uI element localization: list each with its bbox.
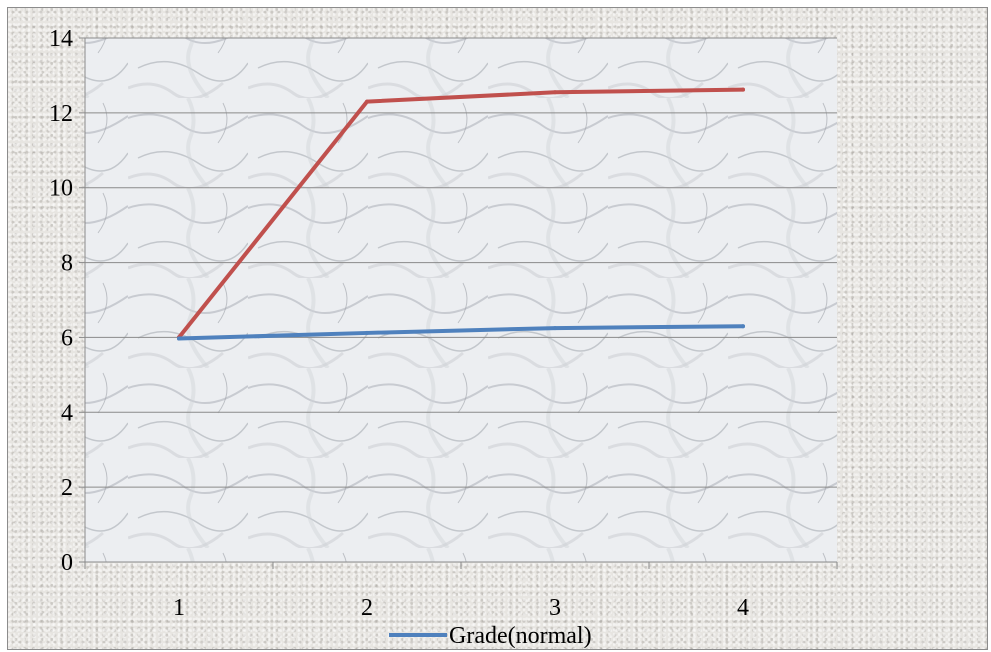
y-tick-label-12: 12	[49, 101, 73, 127]
data-point-s2-1	[177, 336, 181, 341]
y-tick-label-6: 6	[61, 325, 73, 351]
legend-label: Grade(normal)	[449, 623, 592, 649]
series-line-2	[177, 324, 745, 341]
x-tick-label-3: 3	[549, 595, 561, 621]
data-point-s2-3	[553, 326, 557, 331]
x-tick-label-1: 1	[173, 595, 185, 621]
y-tick-label-14: 14	[49, 26, 73, 52]
x-tick-label-2: 2	[361, 595, 373, 621]
data-point-s1-2	[365, 99, 369, 104]
data-point-s1-3	[553, 90, 557, 95]
y-tick-label-10: 10	[49, 176, 73, 202]
y-tick-label-0: 0	[61, 550, 73, 576]
chart-frame: 0 2 4 6 8 10 12 14 1 2 3 4 Grade(normal)	[7, 7, 988, 650]
x-tick-label-4: 4	[737, 595, 749, 621]
plot-area	[85, 38, 837, 562]
y-tick-label-4: 4	[61, 400, 73, 426]
data-point-s1-4	[741, 87, 745, 92]
y-tick-label-8: 8	[61, 251, 73, 277]
y-tick-label-2: 2	[61, 475, 73, 501]
series-line-1	[177, 87, 745, 340]
data-point-s2-2	[365, 330, 369, 335]
data-point-s2-4	[741, 324, 745, 329]
